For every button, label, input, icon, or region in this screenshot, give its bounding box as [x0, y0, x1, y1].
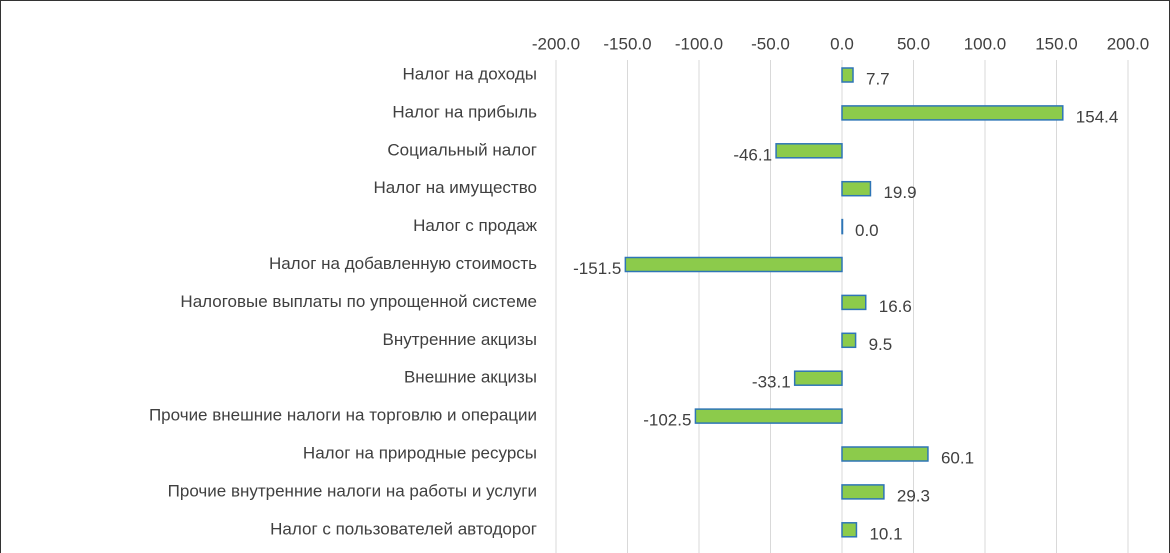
y-tick-label: Внешние акцизы	[404, 368, 537, 387]
data-label: 29.3	[897, 486, 930, 505]
data-label: 16.6	[879, 297, 912, 316]
data-label: 60.1	[941, 448, 974, 467]
bar	[841, 332, 857, 349]
y-tick-label: Налог на природные ресурсы	[303, 443, 537, 462]
bar	[841, 484, 885, 500]
bar	[841, 67, 854, 83]
x-tick-label: -100.0	[675, 34, 723, 53]
y-tick-label: Налог на имущество	[374, 178, 538, 197]
y-tick-label: Налог на прибыль	[392, 102, 537, 121]
data-label: 0.0	[855, 221, 879, 240]
bar	[694, 408, 843, 424]
data-label: -151.5	[573, 259, 621, 278]
x-tick-label: 200.0	[1107, 34, 1150, 53]
bar	[841, 294, 867, 311]
bar	[793, 370, 843, 386]
bar	[841, 218, 844, 235]
data-label: 9.5	[869, 335, 893, 354]
x-tick-label: -200.0	[532, 34, 580, 53]
y-tick-label: Прочие внешние налоги на торговлю и опер…	[149, 406, 537, 425]
data-label: -33.1	[752, 373, 791, 392]
bar	[841, 522, 858, 538]
data-label: 154.4	[1076, 107, 1119, 126]
y-tick-label: Налог на добавленную стоимость	[269, 254, 537, 273]
x-tick-label: 100.0	[964, 34, 1007, 53]
bar	[775, 143, 843, 159]
x-tick-label: 150.0	[1035, 34, 1078, 53]
x-tick-label: -150.0	[603, 34, 651, 53]
y-tick-label: Налог с пользователей автодорог	[270, 519, 537, 538]
x-tick-label: 50.0	[897, 34, 930, 53]
y-tick-label: Социальный налог	[387, 140, 537, 159]
y-tick-label: Налог с продаж	[413, 216, 538, 235]
bar	[841, 180, 872, 197]
y-tick-label: Внутренние акцизы	[382, 330, 537, 349]
bar	[841, 446, 929, 462]
y-tick-label: Налоговые выплаты по упрощенной системе	[180, 292, 537, 311]
y-tick-label: Налог на доходы	[403, 64, 538, 83]
data-label: 19.9	[883, 183, 916, 202]
bar	[841, 105, 1064, 121]
y-tick-label: Прочие внутренние налоги на работы и усл…	[168, 481, 537, 500]
bar	[624, 256, 843, 273]
x-tick-label: -50.0	[751, 34, 790, 53]
data-label: -102.5	[643, 411, 691, 430]
data-label: -46.1	[733, 145, 772, 164]
data-label: 10.1	[869, 524, 902, 543]
data-label: 7.7	[866, 69, 890, 88]
x-tick-label: 0.0	[830, 34, 854, 53]
